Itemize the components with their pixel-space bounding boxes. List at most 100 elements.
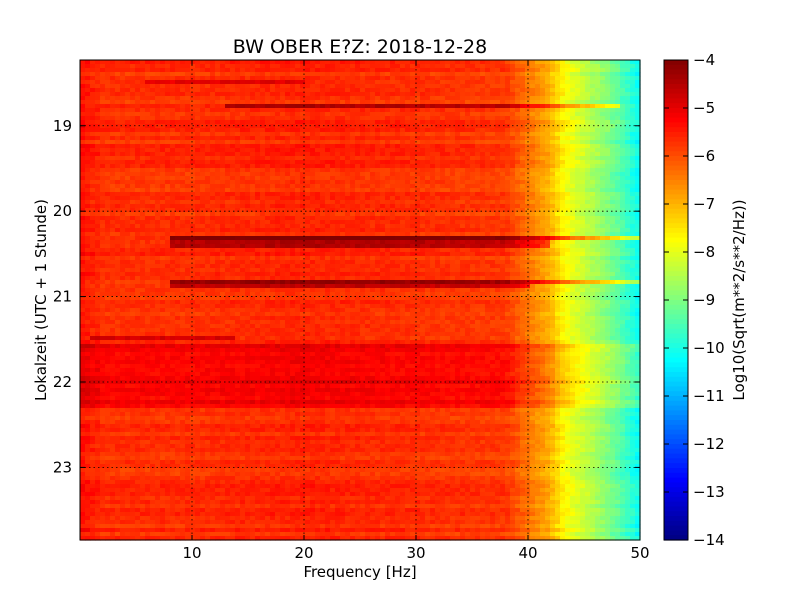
spectrogram-cell [480, 120, 486, 125]
spectrogram-cell [170, 112, 176, 117]
spectrogram-cell [295, 120, 301, 125]
spectrogram-cell [485, 92, 491, 97]
spectrogram-cell [475, 188, 481, 193]
spectrogram-cell [360, 156, 366, 161]
spectrogram-cell [280, 100, 286, 105]
spectrogram-cell [375, 116, 381, 121]
spectrogram-cell [330, 180, 336, 185]
spectrogram-cell [620, 60, 626, 65]
spectrogram-cell [370, 164, 376, 169]
spectrogram-cell [130, 156, 136, 161]
spectrogram-cell [225, 124, 231, 129]
spectrogram-cell [360, 164, 366, 169]
spectrogram-cell [525, 96, 531, 101]
spectrogram-cell [600, 180, 606, 185]
spectrogram-cell [90, 204, 96, 209]
spectrogram-cell [490, 92, 496, 97]
spectrogram-cell [580, 168, 586, 173]
spectrogram-cell [315, 92, 321, 97]
spectrogram-cell [570, 140, 576, 145]
spectrogram-cell [370, 104, 376, 109]
spectrogram-cell [235, 136, 241, 141]
spectrogram-cell [360, 232, 366, 237]
spectrogram-cell [580, 88, 586, 93]
spectrogram-cell [475, 120, 481, 125]
spectrogram-cell [250, 188, 256, 193]
spectrogram-cell [85, 128, 91, 133]
spectrogram-cell [570, 88, 576, 93]
spectrogram-cell [225, 108, 231, 113]
spectrogram-cell [135, 176, 141, 181]
spectrogram-cell [250, 104, 256, 109]
spectrogram-cell [115, 180, 121, 185]
spectrogram-cell [385, 84, 391, 89]
spectrogram-cell [495, 208, 501, 213]
spectrogram-cell [205, 116, 211, 121]
spectrogram-cell [290, 116, 296, 121]
spectrogram-cell [220, 144, 226, 149]
spectrogram-cell [325, 112, 331, 117]
spectrogram-cell [195, 192, 201, 197]
spectrogram-cell [295, 136, 301, 141]
spectrogram-cell [290, 128, 296, 133]
spectrogram-cell [440, 176, 446, 181]
spectrogram-cell [155, 112, 161, 117]
spectrogram-cell [120, 116, 126, 121]
spectrogram-cell [475, 176, 481, 181]
spectrogram-cell [90, 124, 96, 129]
spectrogram-cell [625, 76, 631, 81]
spectrogram-cell [425, 96, 431, 101]
spectrogram-cell [330, 176, 336, 181]
spectrogram-cell [85, 196, 91, 201]
spectrogram-cell [515, 132, 521, 137]
spectrogram-cell [590, 100, 596, 105]
spectrogram-cell [375, 216, 381, 221]
spectrogram-cell [485, 164, 491, 169]
spectrogram-cell [210, 80, 216, 85]
spectrogram-cell [140, 108, 146, 113]
spectrogram-cell [305, 192, 311, 197]
spectrogram-cell [480, 124, 486, 129]
spectrogram-cell [600, 156, 606, 161]
spectrogram-cell [435, 152, 441, 157]
spectrogram-cell [350, 88, 356, 93]
spectrogram-cell [175, 180, 181, 185]
spectrogram-cell [430, 220, 436, 225]
spectrogram-cell [150, 104, 156, 109]
spectrogram-cell [270, 172, 276, 177]
spectrogram-cell [325, 224, 331, 229]
spectrogram-cell [560, 120, 566, 125]
spectrogram-cell [100, 208, 106, 213]
spectrogram-cell [385, 168, 391, 173]
spectrogram-cell [355, 100, 361, 105]
spectrogram-cell [630, 100, 636, 105]
spectrogram-cell [500, 108, 506, 113]
spectrogram-cell [85, 228, 91, 233]
spectrogram-cell [590, 132, 596, 137]
spectrogram-cell [495, 104, 501, 109]
spectrogram-cell [80, 188, 86, 193]
spectrogram-cell [425, 224, 431, 229]
spectrogram-cell [340, 132, 346, 137]
spectrogram-cell [530, 232, 536, 237]
spectrogram-cell [460, 148, 466, 153]
spectrogram-cell [550, 160, 556, 165]
spectrogram-cell [345, 64, 351, 69]
spectrogram-cell [620, 104, 626, 109]
spectrogram-cell [475, 64, 481, 69]
spectrogram-cell [340, 200, 346, 205]
chart-title: BW OBER E?Z: 2018-12-28 [233, 36, 487, 58]
spectrogram-cell [115, 84, 121, 89]
spectrogram-cell [400, 184, 406, 189]
spectrogram-cell [220, 116, 226, 121]
spectrogram-cell [140, 100, 146, 105]
spectrogram-cell [605, 84, 611, 89]
spectrogram-cell [465, 64, 471, 69]
spectrogram-cell [610, 176, 616, 181]
spectrogram-cell [480, 188, 486, 193]
spectrogram-cell [85, 88, 91, 93]
spectrogram-cell [110, 164, 116, 169]
spectrogram-cell [340, 176, 346, 181]
spectrogram-cell [315, 172, 321, 177]
spectrogram-cell [315, 212, 321, 217]
